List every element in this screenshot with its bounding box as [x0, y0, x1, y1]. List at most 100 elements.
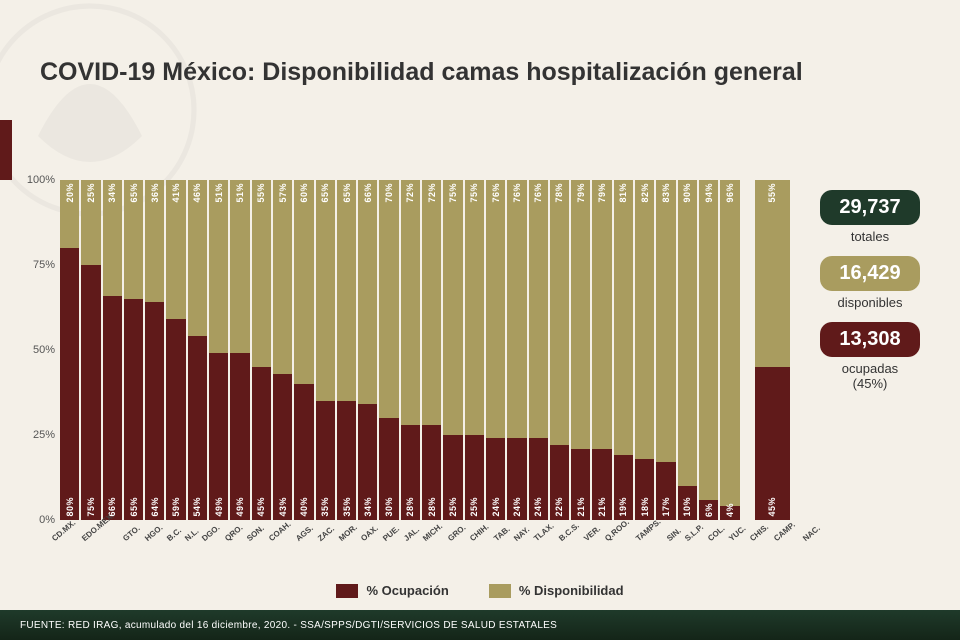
bar-occupied-label: 10% — [682, 494, 692, 520]
x-axis-label: MICH. — [421, 522, 444, 543]
bar-available-label: 55% — [256, 180, 266, 206]
bar-occupied-label: 34% — [363, 494, 373, 520]
x-axis-label: TAMPS. — [634, 517, 662, 543]
x-axis-label: CAMP. — [772, 520, 797, 543]
bar-segment-available: 60% — [294, 180, 313, 384]
bar-segment-available: 79% — [571, 180, 590, 449]
bar-segment-occupied: 28% — [401, 425, 420, 520]
bar-occupied-label: 4% — [725, 500, 735, 520]
bar-segment-occupied: 43% — [273, 374, 292, 520]
bar-segment-available: 65% — [316, 180, 335, 401]
bar-available-label: 75% — [448, 180, 458, 206]
x-axis-label: TLAX. — [532, 521, 555, 543]
bar-segment-available: 79% — [592, 180, 611, 449]
bar-occupied-label: 21% — [597, 494, 607, 520]
bar-column: 51%49% — [209, 180, 228, 520]
bar-column: 72%28% — [401, 180, 420, 520]
bar-segment-available: 65% — [124, 180, 143, 299]
bar-available-label: 60% — [299, 180, 309, 206]
x-axis-label: GRO. — [446, 523, 467, 543]
bar-occupied-label: 25% — [469, 494, 479, 520]
bar-segment-occupied: 35% — [337, 401, 356, 520]
x-axis-label: N.L. — [183, 526, 200, 543]
bar-segment-available: 46% — [188, 180, 207, 336]
bar-segment-available: 70% — [379, 180, 398, 418]
bar-column: 94%6% — [699, 180, 718, 520]
bar-occupied-label: 64% — [150, 494, 160, 520]
legend-swatch-available — [489, 584, 511, 598]
stat-totals: 29,737 totales — [810, 190, 930, 244]
bar-available-label: 78% — [554, 180, 564, 206]
legend-swatch-occupied — [336, 584, 358, 598]
y-tick: 50% — [15, 344, 55, 356]
bar-available-label: 57% — [278, 180, 288, 206]
bar-column: 81%19% — [614, 180, 633, 520]
x-axis-label: SON. — [245, 524, 266, 543]
bar-column: 20%80% — [60, 180, 79, 520]
x-axis-label: S.L.P. — [683, 523, 705, 544]
x-axis-label: PUE. — [381, 524, 401, 543]
bar-column: 55%45% — [252, 180, 271, 520]
bar-column: 78%22% — [550, 180, 569, 520]
bar-segment-available: 34% — [103, 180, 122, 296]
bar-segment-available: 51% — [230, 180, 249, 353]
bar-occupied-label: 75% — [86, 494, 96, 520]
bar-available-label: 94% — [704, 180, 714, 206]
bar-segment-available: 81% — [614, 180, 633, 455]
bar-column: 34% 66% — [103, 180, 122, 520]
bar-segment-occupied: 40% — [294, 384, 313, 520]
bar-column: 79%21% — [571, 180, 590, 520]
bar-segment-occupied: 80% — [60, 248, 79, 520]
x-axis-label: CHIS. — [748, 522, 770, 543]
bar-column: 76%24% — [529, 180, 548, 520]
bar-available-label: 82% — [640, 180, 650, 206]
bar-available-label: 34% — [107, 180, 117, 206]
x-axis-labels: CD.MX.EDO.MEX.GTO.HGO.B.C.N.L.DGO.QRO.SO… — [60, 520, 790, 529]
x-axis-label: CHIH. — [468, 522, 490, 543]
bar-segment-occupied: 35% — [316, 401, 335, 520]
bar-segment-occupied: 59% — [166, 319, 185, 520]
y-tick: 0% — [15, 514, 55, 526]
x-axis-label: OAX. — [360, 524, 381, 543]
bar-column: 76%24% — [486, 180, 505, 520]
bar-available-label: 70% — [384, 180, 394, 206]
bar-segment-occupied: 25% — [443, 435, 462, 520]
bar-segment-available: 51% — [209, 180, 228, 353]
x-axis-label: COL. — [706, 524, 726, 543]
legend: % Ocupación % Disponibilidad — [0, 583, 960, 598]
stat-occupied-label: ocupadas — [810, 361, 930, 376]
accent-stripe — [0, 120, 12, 180]
bar-column: 25%75% — [81, 180, 100, 520]
bar-occupied-label: 24% — [512, 494, 522, 520]
x-axis-label: HGO. — [143, 523, 164, 543]
x-axis-label: VER. — [582, 524, 602, 543]
bar-segment-occupied: 24% — [507, 438, 526, 520]
y-tick: 75% — [15, 259, 55, 271]
x-axis-label: GTO. — [121, 524, 142, 543]
bar-available-label: 79% — [576, 180, 586, 206]
bar-segment-occupied: 25% — [465, 435, 484, 520]
legend-occupied-label: % Ocupación — [366, 583, 448, 598]
bar-available-label: 79% — [597, 180, 607, 206]
bar-column: 72%28% — [422, 180, 441, 520]
bar-occupied-label: 28% — [405, 494, 415, 520]
y-axis: 0%25%50%75%100% — [15, 180, 55, 520]
stat-available: 16,429 disponibles — [810, 256, 930, 310]
stat-available-value: 16,429 — [820, 256, 920, 291]
bar-occupied-label: 65% — [129, 494, 139, 520]
stat-totals-value: 29,737 — [820, 190, 920, 225]
stat-totals-label: totales — [810, 229, 930, 244]
bar-segment-occupied: 18% — [635, 459, 654, 520]
bar-segment-available: 76% — [507, 180, 526, 438]
bar-occupied-label: 59% — [171, 494, 181, 520]
bar-segment-available: 36% — [145, 180, 164, 302]
bar-column: 41%59% — [166, 180, 185, 520]
bar-column: 82% 18% — [635, 180, 654, 520]
x-axis-label: YUC. — [727, 524, 747, 543]
bar-segment-available: 20% — [60, 180, 79, 248]
bar-segment-occupied: 66% — [103, 296, 122, 520]
bar-segment-occupied: 17% — [656, 462, 675, 520]
bar-segment-occupied: 75% — [81, 265, 100, 520]
stacked-bar-chart: 0%25%50%75%100% 20%80%25%75%34%66%65%65%… — [60, 180, 790, 520]
bar-available-label: 76% — [512, 180, 522, 206]
